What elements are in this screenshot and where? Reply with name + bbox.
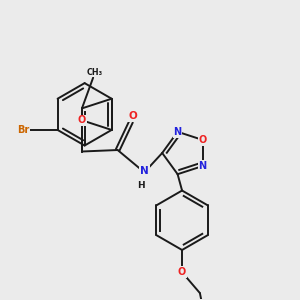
Text: CH₃: CH₃ — [87, 68, 103, 77]
Text: N: N — [140, 166, 149, 176]
Text: N: N — [199, 161, 207, 171]
Text: O: O — [128, 111, 137, 121]
Text: O: O — [198, 135, 207, 145]
Text: O: O — [178, 267, 186, 277]
Text: H: H — [138, 181, 145, 190]
Text: Br: Br — [17, 125, 29, 135]
Text: N: N — [173, 127, 182, 137]
Text: O: O — [78, 115, 86, 125]
